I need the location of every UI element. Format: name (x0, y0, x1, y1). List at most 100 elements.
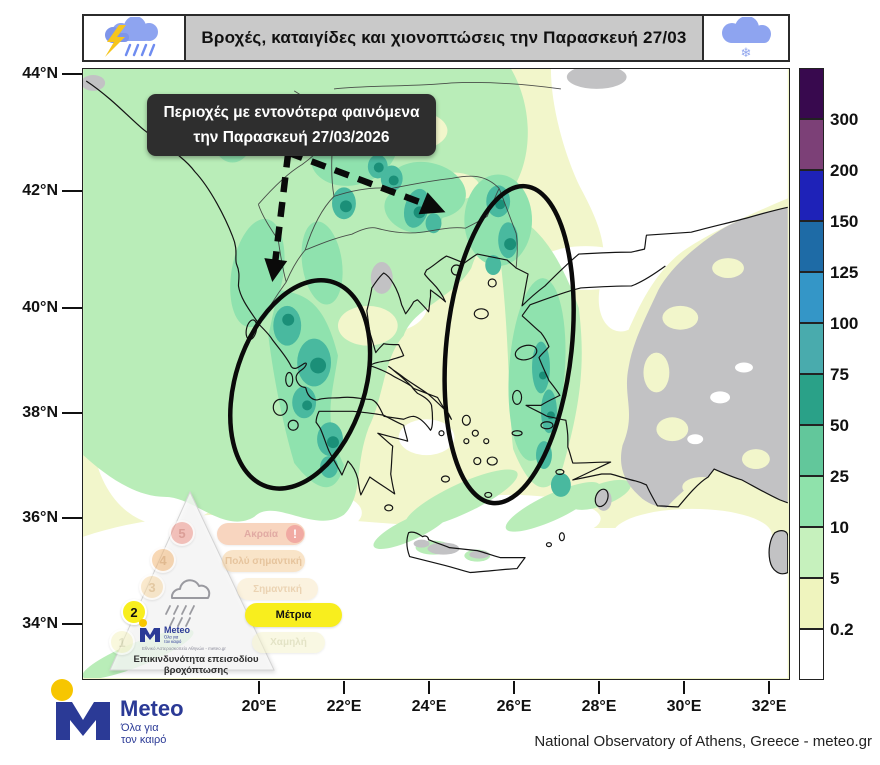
lat-label-34: 34°N (22, 615, 58, 632)
risk-badge-1: 1 (109, 629, 135, 655)
pyramid-caption: Επικινδυνότητα επεισοδίου βροχόπτωσης (133, 654, 259, 676)
colorbar-segment (799, 119, 824, 170)
exclamation-icon: ! (286, 525, 304, 543)
risk-pill-3-label: Σημαντική (253, 583, 302, 595)
lat-label-36: 36°N (22, 509, 58, 526)
colorbar-segment (799, 272, 824, 323)
lon-label-32: 32°E (751, 698, 787, 715)
lon-tick-26 (513, 681, 515, 694)
lat-tick-42 (62, 190, 82, 192)
lon-tick-28 (598, 681, 600, 694)
lat-label-42: 42°N (22, 182, 58, 199)
colorbar-segment (799, 476, 824, 527)
risk-pill-2-label: Μέτρια (275, 609, 312, 621)
highlight-annotation: Περιοχές με εντονότερα φαινόμενα την Παρ… (147, 94, 436, 156)
pyramid-meteo-logo: Meteo Όλα για τον καιρό (136, 618, 236, 649)
colorbar-segment (799, 221, 824, 272)
colorbar-label: 125 (830, 263, 859, 282)
title-banner: Βροχές, καταιγίδες και χιονοπτώσεις την … (82, 14, 790, 62)
storm-icon-panel (84, 16, 186, 60)
arrow-to-west (272, 152, 292, 262)
lon-tick-20 (258, 681, 260, 694)
lon-tick-32 (768, 681, 770, 694)
risk-pill-2: Μέτρια (245, 603, 342, 627)
logo-dot (51, 679, 73, 701)
risk-pill-5-label: Ακραία (243, 528, 279, 540)
highlight-ellipses (228, 183, 576, 506)
no-data-gray-regions (83, 69, 788, 575)
colorbar-label: 50 (830, 416, 849, 435)
lon-tick-22 (343, 681, 345, 694)
mini-logo-tagline2: τον καιρό (164, 639, 182, 644)
risk-pill-4: Πολύ σημαντική (222, 550, 305, 572)
precipitation-colorbar: 300 200 150 125 100 75 50 25 10 5 0.2 (799, 68, 858, 680)
colorbar-label: 300 (830, 110, 859, 129)
risk-pill-4-label: Πολύ σημαντική (224, 555, 303, 567)
colorbar-label: 0.2 (830, 620, 854, 639)
lat-label-38: 38°N (22, 404, 58, 421)
lat-tick-34 (62, 623, 82, 625)
annotation-line2: την Παρασκευή 27/03/2026 (193, 128, 390, 146)
logo-name: Meteo (120, 696, 184, 721)
colorbar-label: 10 (830, 518, 849, 537)
lat-label-40: 40°N (22, 299, 58, 316)
mini-logo-tagline1: Όλα για (163, 635, 179, 640)
lon-label-30: 30°E (666, 698, 702, 715)
intense-precip-cores (282, 162, 555, 449)
lon-label-24: 24°E (411, 698, 447, 715)
lat-label-44: 44°N (22, 65, 58, 82)
risk-pill-1: Χαμηλή (252, 632, 325, 653)
annotation-arrows (264, 149, 446, 282)
colorbar-label: 75 (830, 365, 849, 384)
banner-title: Βροχές, καταιγίδες και χιονοπτώσεις την … (186, 16, 702, 60)
colorbar-segment (799, 425, 824, 476)
colorbar-segment (799, 527, 824, 578)
lon-label-20: 20°E (241, 698, 277, 715)
colorbar-segment (799, 68, 824, 119)
lon-tick-30 (683, 681, 685, 694)
arrowhead-east (418, 192, 446, 215)
risk-pill-1-label: Χαμηλή (270, 637, 307, 648)
logo-m-glyph (56, 702, 110, 740)
colorbar-label: 5 (830, 569, 840, 588)
thunderstorm-rain-icon (105, 17, 158, 57)
lat-tick-36 (62, 517, 82, 519)
mini-logo-subtext: Εθνικό Αστεροσκοπείο Αθηνών - meteo.gr (142, 646, 226, 651)
logo-dot (139, 619, 147, 627)
colorbar-label: 100 (830, 314, 859, 333)
lat-tick-38 (62, 412, 82, 414)
highlight-ellipse-west (228, 278, 373, 491)
logo-tagline1: Όλα για (120, 722, 159, 734)
svg-text:❄: ❄ (741, 45, 752, 59)
lon-label-26: 26°E (496, 698, 532, 715)
logo-tagline2: τον καιρό (121, 734, 166, 746)
coastlines (85, 80, 788, 574)
colorbar-label: 200 (830, 161, 859, 180)
snow-cloud-icon: ❄ (722, 17, 771, 59)
risk-badge-3: 3 (139, 574, 165, 600)
risk-pyramid: 5 Ακραία ! 4 Πολύ σημαντική 3 Σημαντική … (106, 486, 356, 680)
snow-icon-panel: ❄ (702, 16, 788, 60)
highlight-ellipse-east (442, 183, 576, 506)
attribution-text: National Observatory of Athens, Greece -… (534, 733, 872, 750)
risk-badge-5: 5 (169, 520, 195, 546)
colorbar-segment (799, 170, 824, 221)
colorbar-segment (799, 374, 824, 425)
colorbar-segment (799, 578, 824, 629)
colorbar-label: 25 (830, 467, 849, 486)
lon-tick-24 (428, 681, 430, 694)
meteo-logo: Meteo Όλα για τον καιρό (46, 676, 256, 753)
arrowhead-west (264, 258, 288, 282)
risk-badge-2: 2 (121, 599, 147, 625)
risk-pill-3: Σημαντική (237, 578, 318, 600)
risk-badge-4: 4 (150, 547, 176, 573)
colorbar-segment (799, 629, 824, 680)
annotation-line1: Περιοχές με εντονότερα φαινόμενα (163, 104, 420, 121)
risk-pill-5: Ακραία (217, 523, 305, 545)
lat-tick-40 (62, 307, 82, 309)
lat-tick-44 (62, 73, 82, 75)
colorbar-segment (799, 323, 824, 374)
lon-label-22: 22°E (326, 698, 362, 715)
colorbar-label: 150 (830, 212, 859, 231)
